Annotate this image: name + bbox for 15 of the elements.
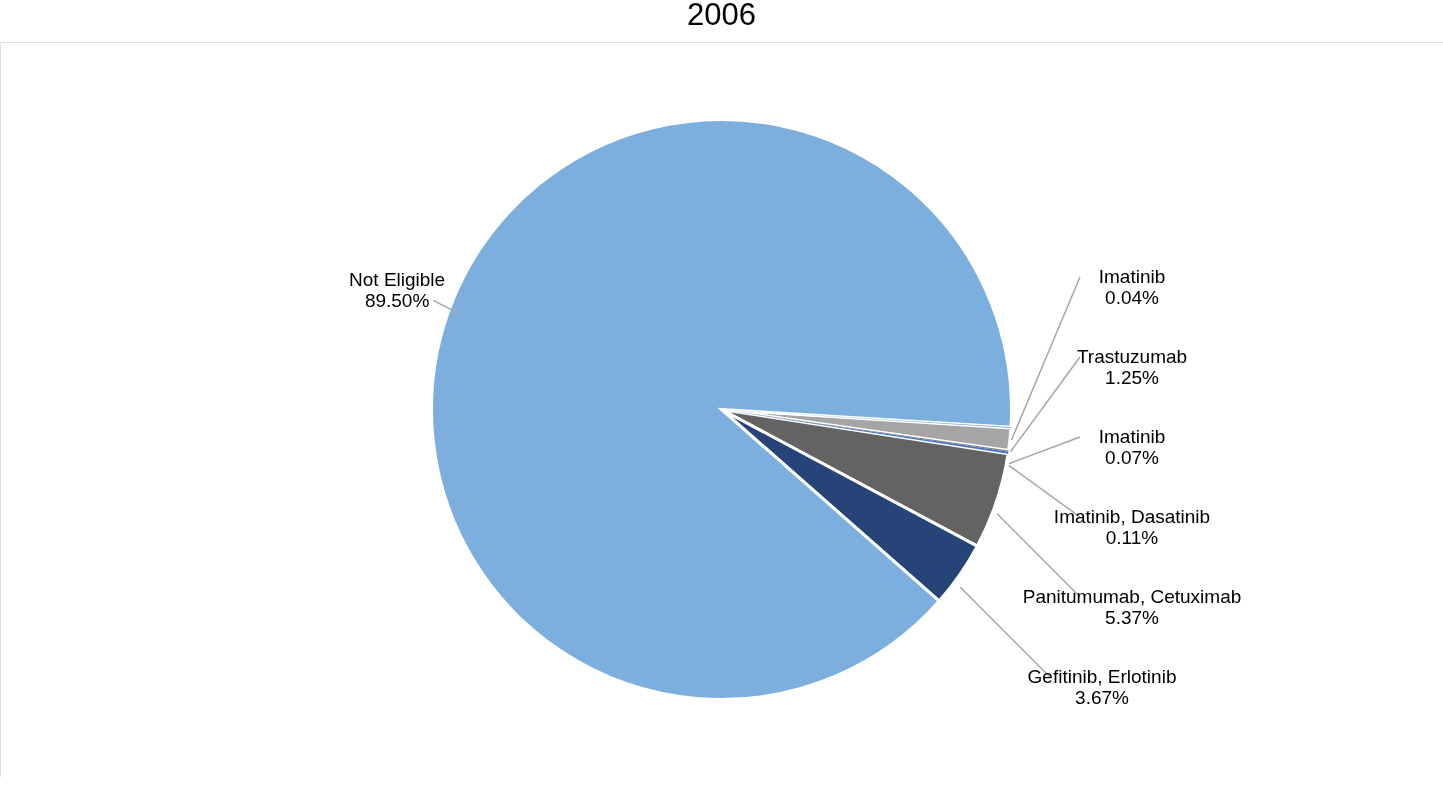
data-label: 89.50%	[364, 290, 430, 312]
data-label: 0.04%	[1105, 287, 1160, 308]
slice-label: Not Eligible	[349, 269, 446, 291]
slice-label: Imatinib, Dasatinib	[1053, 506, 1211, 527]
slice-label: Imatinib	[1098, 426, 1166, 447]
data-label: 5.37%	[1105, 607, 1160, 628]
slice-label: Panitumumab, Cetuximab	[1022, 586, 1242, 607]
data-label: 0.07%	[1105, 447, 1160, 468]
chart-title: 2006	[687, 0, 756, 32]
data-label: 1.25%	[1105, 367, 1160, 388]
slice-label: Gefitinib, Erlotinib	[1027, 666, 1177, 687]
data-label: 3.67%	[1075, 687, 1130, 708]
slice-label: Imatinib	[1098, 266, 1166, 287]
slice-label: Trastuzumab	[1076, 346, 1188, 367]
data-label: 0.11%	[1105, 527, 1159, 548]
